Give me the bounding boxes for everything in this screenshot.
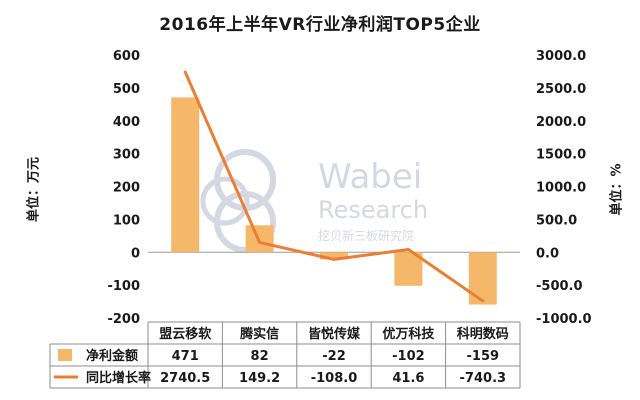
watermark-cn: 挖贝新三板研究院 [318, 228, 414, 243]
y-left-tick-label: 100 [113, 213, 140, 228]
growth-point-盟云移软 [183, 70, 187, 74]
y-right-tick-label: 2000.0 [536, 115, 586, 130]
category-label: 腾实信 [239, 326, 279, 342]
y-right-tick-label: 3000.0 [536, 49, 586, 64]
watermark-sub: Research [318, 196, 428, 224]
watermark-logo-ring [214, 191, 276, 253]
legend-series-name: 同比增长率 [86, 370, 151, 386]
category-label: 科明数码 [457, 326, 509, 342]
bar-科明数码 [468, 252, 497, 305]
category-label: 皆悦传媒 [308, 326, 361, 342]
y-right-tick-label: 1000.0 [536, 181, 586, 196]
legend-swatch-bar [58, 349, 72, 361]
data-value-label: -22 [322, 349, 346, 364]
bars [171, 97, 497, 305]
legend-series-name: 净利金额 [86, 348, 138, 364]
y-left-tick-label: 300 [113, 148, 140, 163]
watermark-logo-ring [200, 176, 250, 226]
y-left-tick-label: 200 [113, 181, 140, 196]
chart-title: 2016年上半年VR行业净利润TOP5企业 [159, 15, 481, 35]
growth-point-皆悦传媒 [332, 257, 336, 261]
growth-line [183, 70, 485, 303]
growth-point-科明数码 [481, 299, 485, 303]
category-label: 优万科技 [382, 326, 435, 342]
category-label: 盟云移软 [159, 326, 211, 342]
data-value-label: 2740.5 [160, 371, 210, 386]
data-value-label: 82 [251, 349, 269, 364]
y-right-tick-label: 500.0 [536, 213, 577, 228]
data-value-label: 149.2 [239, 371, 280, 386]
bar-优万科技 [394, 252, 423, 286]
data-value-label: -108.0 [311, 371, 358, 386]
y-right-tick-label: -500.0 [536, 279, 583, 294]
bar-盟云移软 [171, 97, 200, 253]
y-left-tick-label: 0 [131, 246, 140, 261]
growth-point-腾实信 [258, 240, 262, 244]
y-right-tick-label: 2500.0 [536, 82, 586, 97]
growth-point-优万科技 [406, 248, 410, 252]
watermark-brand: Wabei [318, 157, 422, 197]
y-left-tick-label: 600 [113, 49, 140, 64]
data-value-label: -102 [392, 349, 425, 364]
y-left-tick-label: 400 [113, 115, 140, 130]
data-value-label: 471 [172, 349, 199, 364]
data-value-label: 41.6 [392, 371, 424, 386]
data-value-label: -159 [467, 349, 500, 364]
y-right-tick-label: 0.0 [536, 246, 559, 261]
data-value-label: -740.3 [460, 371, 507, 386]
y-left-tick-label: 500 [113, 82, 140, 97]
y-left-tick-label: -100 [107, 279, 140, 294]
y-right-tick-label: 1500.0 [536, 148, 586, 163]
axes: 600 500 400 300 200 100 0 -100 -200 3000.0 2500.0 2… [107, 49, 591, 327]
bar-皆悦传媒 [320, 252, 348, 260]
y-left-tick-label: -200 [107, 312, 140, 327]
y-right-tick-label: -1000.0 [536, 312, 592, 327]
